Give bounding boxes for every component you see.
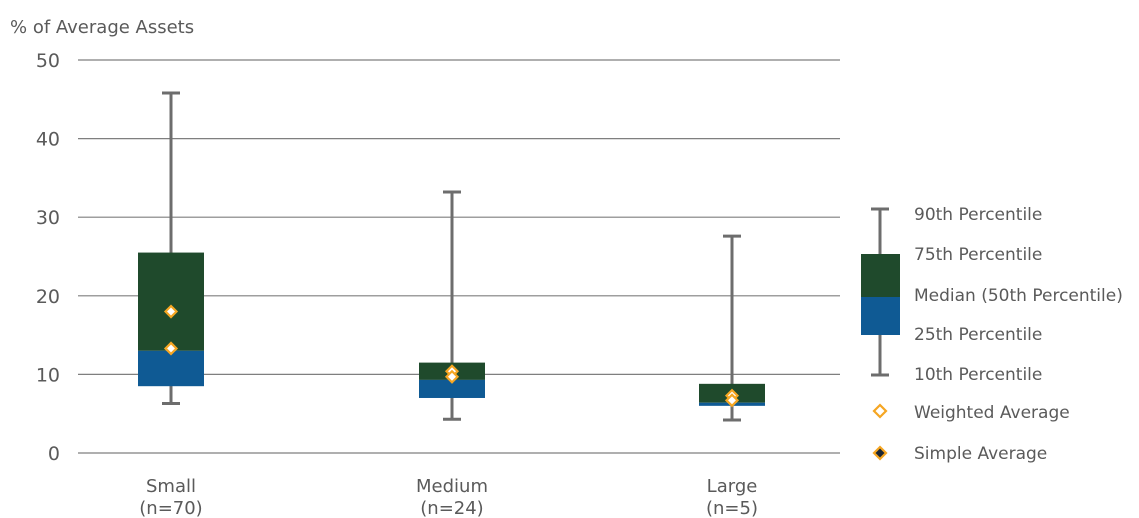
large-category-label: Large: [707, 476, 758, 497]
legend-p75-label: 75th Percentile: [914, 245, 1042, 265]
y-tick-label-30: 30: [36, 207, 60, 229]
legend-weighted-average-label: Weighted Average: [914, 403, 1070, 423]
y-tick-label-50: 50: [36, 50, 60, 72]
legend-lower-box: [861, 297, 900, 335]
legend-p25-label: 25th Percentile: [914, 325, 1042, 345]
small-sample-size-label: (n=70): [139, 498, 202, 518]
legend-simple-average-label: Simple Average: [914, 444, 1047, 464]
legend-p90-label: 90th Percentile: [914, 205, 1042, 225]
y-tick-labels: 0 10 20 30 40 50: [36, 50, 60, 465]
grid-layer: [78, 59, 840, 454]
small-category-label: Small: [146, 476, 196, 497]
legend-simple-average-marker: [872, 445, 888, 461]
legend-upper-box: [861, 254, 900, 297]
small-upper-box: [138, 252, 204, 351]
y-tick-label-10: 10: [36, 364, 60, 386]
medium-simple-average-marker: [444, 369, 460, 384]
medium-category-label: Medium: [416, 476, 488, 497]
large-simple-average-marker: [724, 393, 740, 408]
y-tick-label-40: 40: [36, 129, 60, 151]
y-axis-label: % of Average Assets: [10, 17, 194, 38]
legend-p10-label: 10th Percentile: [914, 365, 1042, 385]
legend-median-label: Median (50th Percentile): [914, 286, 1123, 306]
large-sample-size-label: (n=5): [706, 498, 758, 518]
category-labels: Small(n=70) Medium(n=24) Large(n=5): [139, 476, 758, 518]
legend-weighted-average-marker: [872, 403, 888, 419]
legend: 90th Percentile 75th Percentile Median (…: [861, 205, 1123, 464]
y-tick-label-20: 20: [36, 286, 60, 308]
small-lower-box: [138, 350, 204, 387]
boxes-layer: [138, 91, 765, 422]
y-tick-label-0: 0: [48, 443, 60, 465]
medium-lower-box: [419, 379, 485, 398]
small-weighted-average-marker: [163, 304, 179, 319]
medium-sample-size-label: (n=24): [420, 498, 483, 518]
small-simple-average-marker: [163, 341, 179, 356]
